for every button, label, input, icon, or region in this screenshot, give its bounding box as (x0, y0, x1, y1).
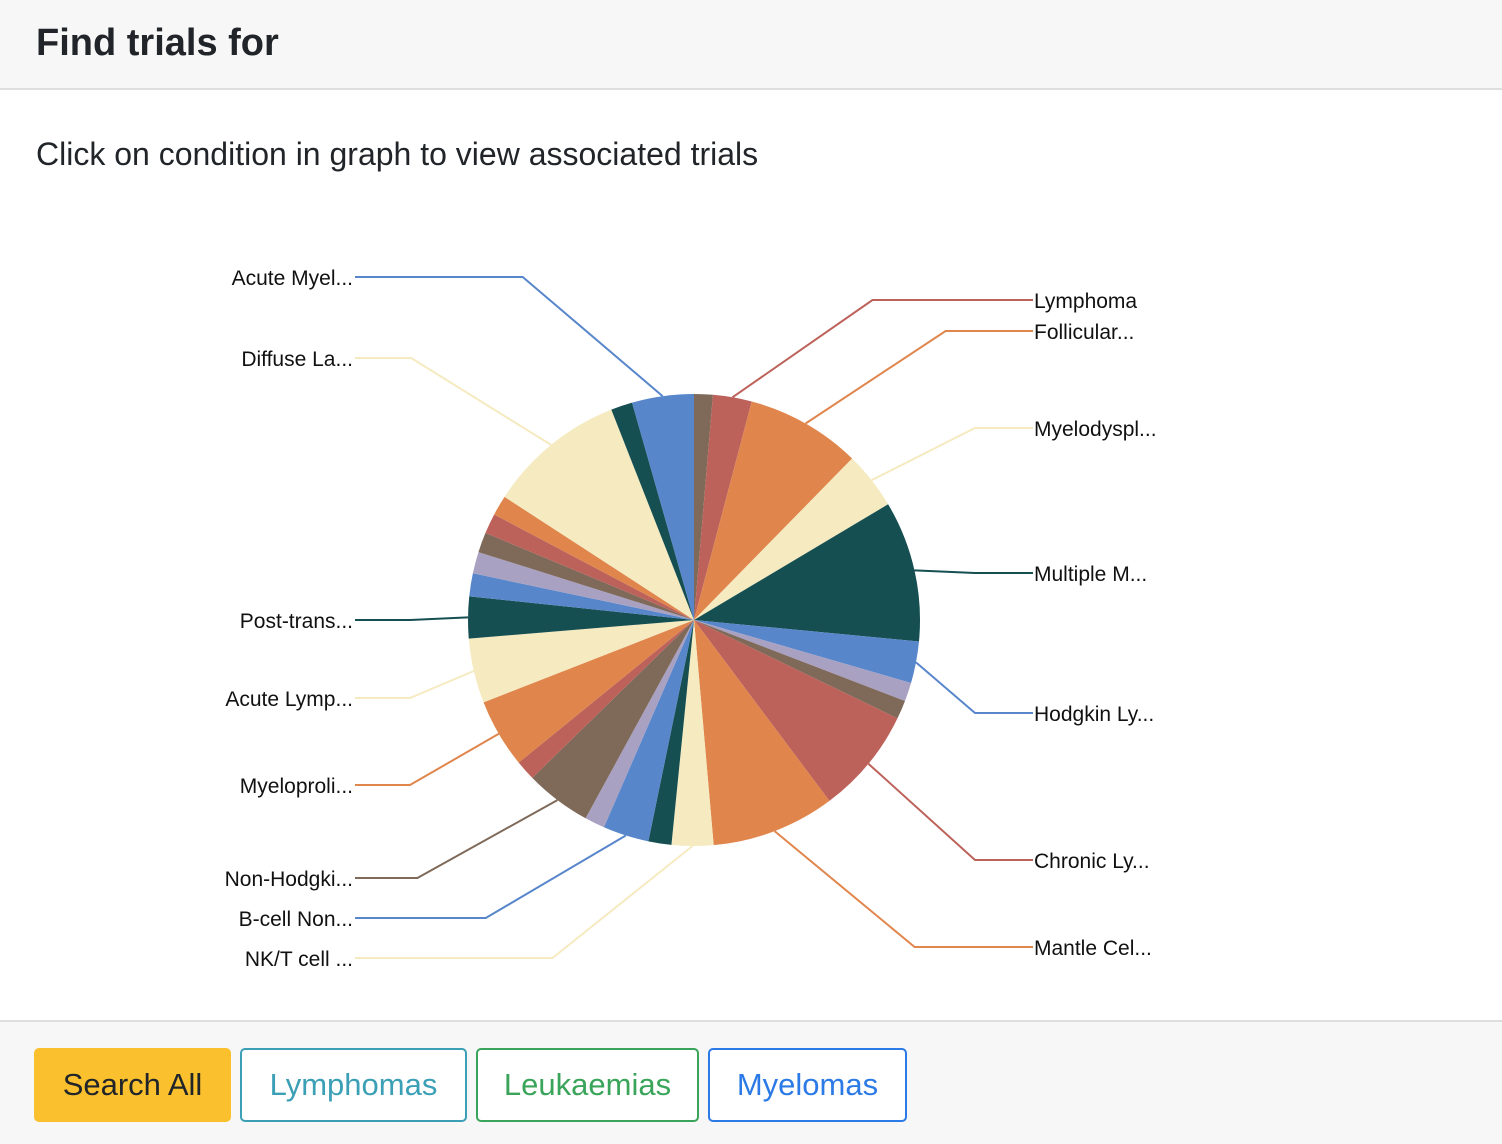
pie-slice[interactable] (469, 573, 694, 620)
pie-slice[interactable] (694, 620, 912, 701)
pie-slices[interactable] (468, 394, 921, 846)
leader-line (355, 616, 469, 621)
leader-line (915, 661, 1033, 714)
slice-label[interactable]: Mantle Cel... (1034, 937, 1152, 960)
slice-label[interactable]: Diffuse La... (241, 348, 353, 371)
slice-label[interactable]: NK/T cell ... (245, 948, 353, 971)
pie-slice[interactable] (694, 394, 713, 620)
leader-line (355, 276, 664, 397)
leader-line (914, 569, 1033, 574)
leader-line (805, 330, 1033, 425)
pie-slice[interactable] (585, 620, 694, 828)
leader-line (867, 762, 1033, 861)
slice-label[interactable]: Acute Lymp... (225, 688, 353, 711)
leukaemias-button[interactable]: Leukaemias (476, 1048, 699, 1122)
leader-line (355, 732, 500, 786)
leader-line (731, 299, 1033, 399)
leader-line (355, 799, 558, 879)
pie-slice[interactable] (603, 620, 694, 842)
pie-slice[interactable] (632, 394, 694, 620)
slice-label[interactable]: Follicular... (1034, 321, 1134, 344)
slice-label[interactable]: Acute Myel... (232, 267, 353, 290)
pie-slice[interactable] (694, 620, 905, 719)
leader-lines (355, 276, 1033, 959)
pie-slice[interactable] (478, 532, 694, 620)
slice-label[interactable]: Myelodyspl... (1034, 418, 1157, 441)
pie-slice[interactable] (694, 620, 919, 683)
pie-slice[interactable] (483, 620, 694, 763)
pie-slice[interactable] (472, 552, 694, 620)
myelomas-button[interactable]: Myelomas (708, 1048, 907, 1122)
pie-slice[interactable] (694, 458, 889, 620)
pie-slice[interactable] (611, 402, 694, 620)
leader-line (773, 830, 1033, 948)
leader-line (355, 834, 627, 919)
pie-slice[interactable] (694, 620, 830, 846)
leader-line (355, 845, 694, 959)
slice-label[interactable]: B-cell Non... (239, 908, 353, 931)
pie-slice[interactable] (532, 620, 694, 819)
pie-slice[interactable] (694, 401, 853, 621)
pie-slice[interactable] (671, 620, 714, 846)
card-footer: Search All Lymphomas Leukaemias Myelomas (0, 1020, 1502, 1144)
leader-line (355, 357, 552, 446)
pie-slice[interactable] (504, 409, 694, 620)
slice-label[interactable]: Myeloproli... (240, 775, 353, 798)
page-title: Find trials for (36, 22, 279, 64)
card-header: Find trials for (0, 0, 1502, 90)
slice-label[interactable]: Non-Hodgki... (225, 868, 353, 891)
pie-slice[interactable] (694, 504, 921, 642)
pie-slice[interactable] (694, 620, 898, 801)
pie-slice[interactable] (518, 620, 694, 778)
pie-slice[interactable] (468, 596, 694, 639)
slice-labels: Lymphoma Follicular... Myelodyspl... Multip… (225, 267, 1157, 971)
slice-label[interactable]: Chronic Ly... (1034, 850, 1150, 873)
pie-slice[interactable] (694, 394, 752, 620)
search-all-button[interactable]: Search All (34, 1048, 231, 1122)
pie-slice[interactable] (485, 514, 694, 620)
instruction-text: Click on condition in graph to view asso… (36, 136, 759, 172)
slice-label[interactable]: Multiple M... (1034, 563, 1147, 586)
conditions-pie-chart[interactable]: Lymphoma Follicular... Myelodyspl... Multip… (0, 200, 1502, 1020)
slice-label[interactable]: Post-trans... (240, 610, 353, 633)
leader-line (355, 670, 475, 699)
pie-slice[interactable] (494, 496, 694, 620)
pie-slice[interactable] (468, 620, 694, 703)
leader-line (871, 427, 1033, 482)
pie-slice[interactable] (648, 620, 694, 845)
slice-label[interactable]: Lymphoma (1034, 290, 1137, 313)
lymphomas-button[interactable]: Lymphomas (240, 1048, 467, 1122)
slice-label[interactable]: Hodgkin Ly... (1034, 703, 1154, 726)
